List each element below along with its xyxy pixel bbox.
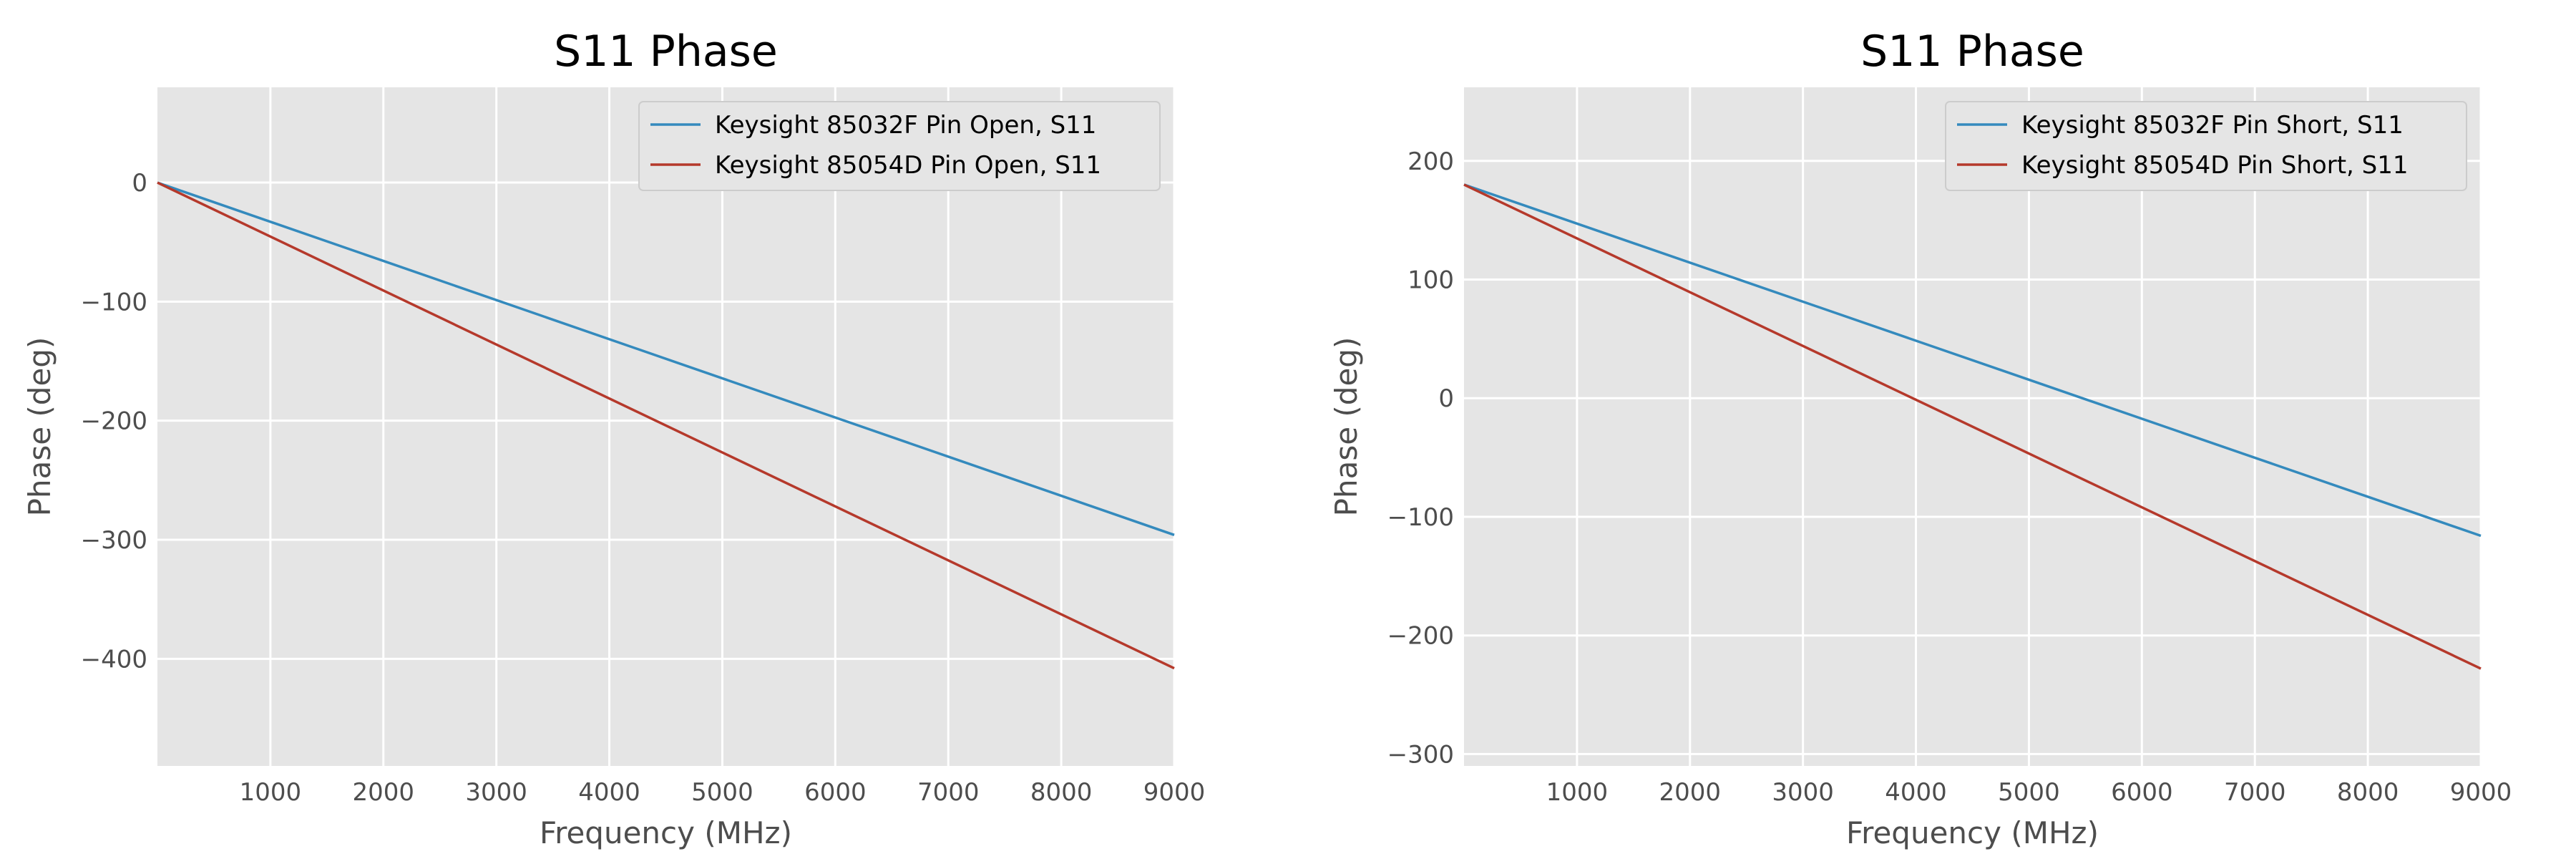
y-tick-label: −300 (81, 526, 147, 555)
x-tick-label: 4000 (1885, 778, 1947, 807)
x-tick-label: 2000 (1659, 778, 1722, 807)
series-line-1 (1463, 183, 2482, 538)
x-tick-label: 6000 (804, 778, 867, 807)
x-tick-label: 5000 (691, 778, 753, 807)
x-axis-label: Frequency (MHz) (1846, 815, 2099, 850)
chart-2: 1000 2000 3000 4000 5000 6000 7000 8000 90002001… (1329, 26, 2512, 850)
y-tick-label: −300 (1387, 740, 1454, 769)
series-line-2 (157, 181, 1175, 670)
x-tick-label: 1000 (1546, 778, 1609, 807)
x-tick-label: 8000 (1030, 778, 1093, 807)
x-tick-label: 4000 (578, 778, 640, 807)
y-tick-label: 200 (1407, 147, 1454, 176)
legend-entry: Keysight 85054D Pin Short, S11 (2021, 151, 2408, 180)
x-tick-label: 9000 (1143, 778, 1206, 807)
y-axis-label: Phase (deg) (22, 337, 57, 517)
y-tick-label: 100 (1407, 266, 1454, 294)
y-axis-label: Phase (deg) (1329, 337, 1364, 517)
x-axis-label: Frequency (MHz) (540, 815, 792, 850)
x-tick-label: 3000 (465, 778, 527, 807)
y-tick-label: −100 (81, 288, 147, 316)
x-tick-label: 5000 (1998, 778, 2060, 807)
chart-title: S11 Phase (554, 26, 778, 77)
y-tick-label: −100 (1387, 503, 1454, 532)
chart-title: S11 Phase (1860, 26, 2084, 77)
x-tick-label: 8000 (2337, 778, 2399, 807)
y-tick-label: −200 (81, 407, 147, 436)
series-line-1 (157, 181, 1175, 536)
y-tick-label: 0 (132, 169, 147, 198)
x-tick-label: 3000 (1772, 778, 1834, 807)
series-line-2 (1463, 183, 2482, 670)
legend-box (638, 101, 1161, 191)
x-tick-label: 1000 (240, 778, 302, 807)
x-tick-label: 7000 (2224, 778, 2286, 807)
y-tick-label: −200 (1387, 622, 1454, 651)
chart-1: 1000 2000 3000 4000 5000 6000 7000 8000 9000 0 −10… (22, 26, 1205, 850)
y-tick-label: −400 (81, 645, 147, 674)
x-tick-label: 7000 (917, 778, 980, 807)
y-tick-label: 0 (1438, 384, 1454, 413)
legend-entry: Keysight 85054D Pin Open, S11 (715, 151, 1101, 180)
legend-box (1945, 101, 2467, 191)
legend: Keysight 85032F Pin Open, S11 Keysight 85… (638, 101, 1161, 191)
x-tick-label: 2000 (353, 778, 415, 807)
x-tick-label: 6000 (2111, 778, 2173, 807)
legend-entry: Keysight 85032F Pin Short, S11 (2021, 111, 2404, 140)
x-tick-label: 9000 (2450, 778, 2512, 807)
legend: Keysight 85032F Pin Short, S11 Keysight 8… (1945, 101, 2467, 191)
legend-entry: Keysight 85032F Pin Open, S11 (715, 111, 1096, 140)
